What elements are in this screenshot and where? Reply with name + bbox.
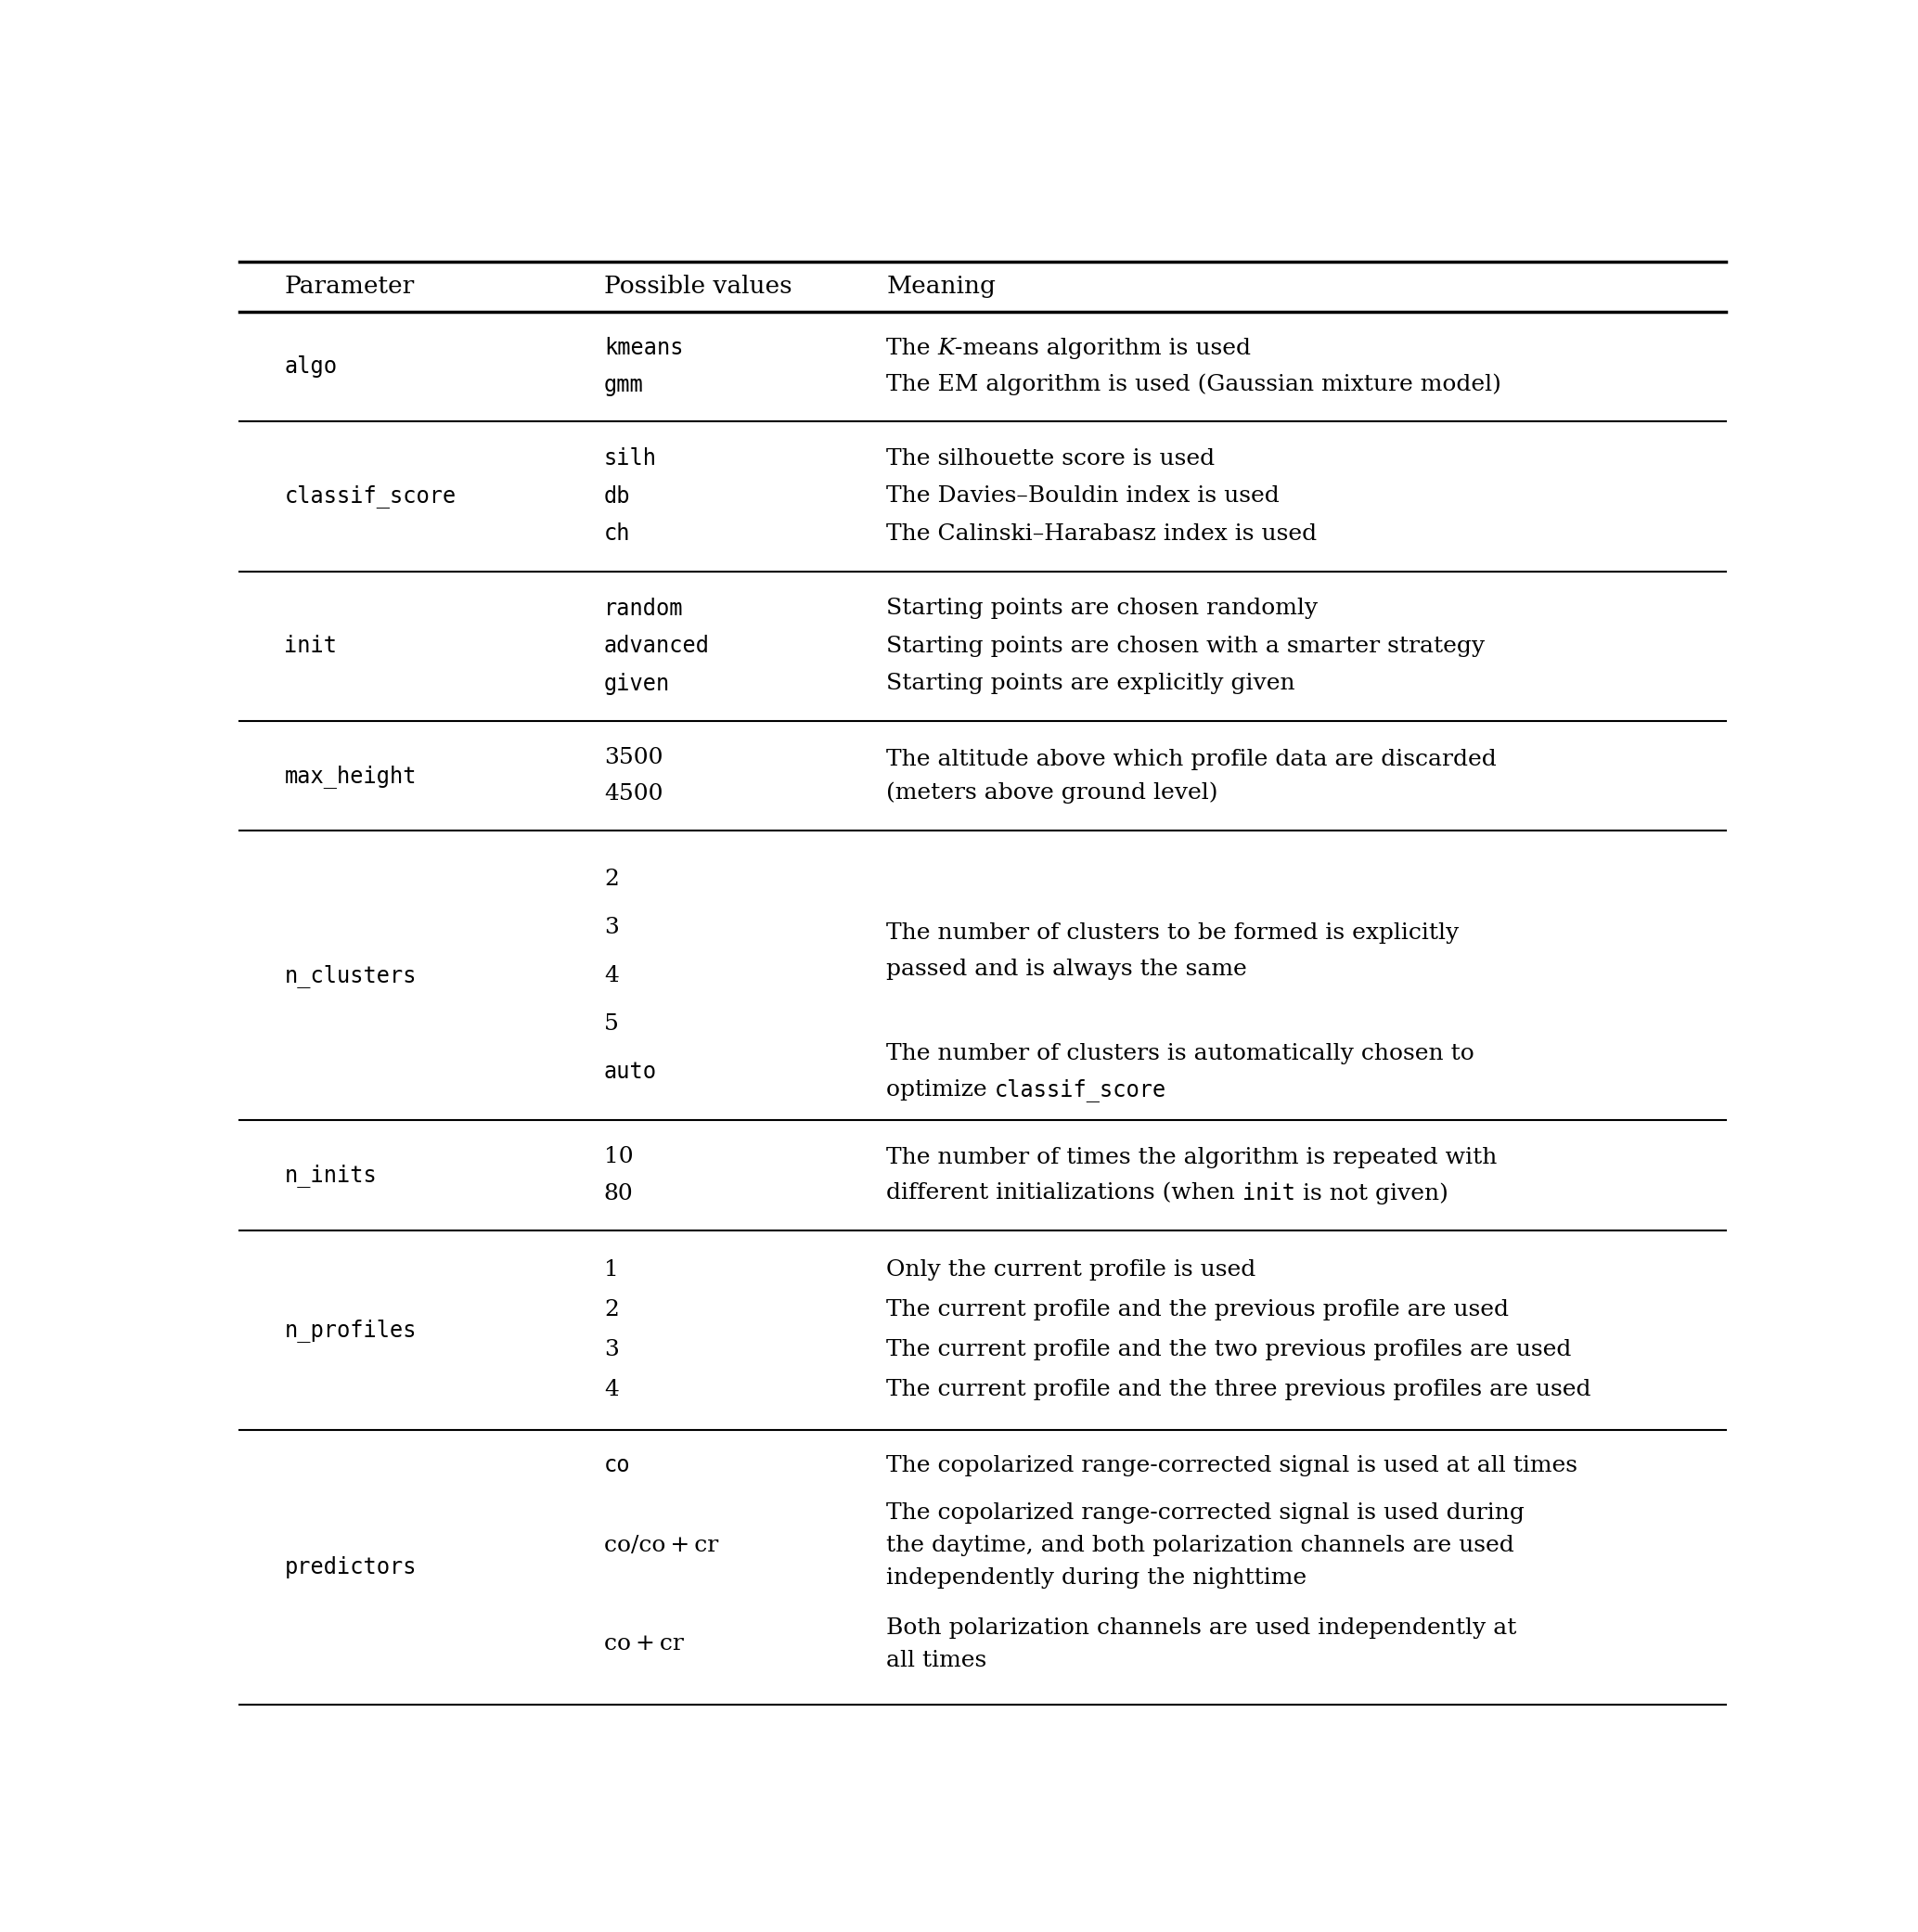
Text: The copolarized range-corrected signal is used at all times: The copolarized range-corrected signal i… <box>886 1455 1579 1476</box>
Text: The current profile and the two previous profiles are used: The current profile and the two previous… <box>886 1339 1571 1360</box>
Text: The number of times the algorithm is repeated with: The number of times the algorithm is rep… <box>886 1148 1498 1169</box>
Text: passed and is always the same: passed and is always the same <box>886 958 1247 980</box>
Text: Possible values: Possible values <box>604 274 792 298</box>
Text: max_height: max_height <box>284 765 416 788</box>
Text: 4500: 4500 <box>604 784 664 806</box>
Text: The number of clusters is automatically chosen to: The number of clusters is automatically … <box>886 1043 1475 1065</box>
Text: co + cr: co + cr <box>604 1634 683 1656</box>
Text: -means algorithm is used: -means algorithm is used <box>955 338 1251 359</box>
Text: 3: 3 <box>604 1339 620 1360</box>
Text: kmeans: kmeans <box>604 336 683 359</box>
Text: 3500: 3500 <box>604 748 664 769</box>
Text: advanced: advanced <box>604 636 710 657</box>
Text: 4: 4 <box>604 1379 620 1401</box>
Text: random: random <box>604 597 683 620</box>
Text: optimize: optimize <box>886 1080 995 1101</box>
Text: Both polarization channels are used independently at: Both polarization channels are used inde… <box>886 1617 1517 1638</box>
Text: The Davies–Bouldin index is used: The Davies–Bouldin index is used <box>886 485 1279 506</box>
Text: 4: 4 <box>604 964 620 985</box>
Text: The number of clusters to be formed is explicitly: The number of clusters to be formed is e… <box>886 923 1460 945</box>
Text: The altitude above which profile data are discarded: The altitude above which profile data ar… <box>886 750 1496 771</box>
Text: K: K <box>938 338 955 359</box>
Text: 2: 2 <box>604 867 620 891</box>
Text: init: init <box>284 636 338 657</box>
Text: 5: 5 <box>604 1012 620 1034</box>
Text: 80: 80 <box>604 1182 633 1204</box>
Text: given: given <box>604 672 669 696</box>
Text: algo: algo <box>284 355 338 377</box>
Text: The EM algorithm is used (Gaussian mixture model): The EM algorithm is used (Gaussian mixtu… <box>886 373 1502 396</box>
Text: (meters above ground level): (meters above ground level) <box>886 781 1218 804</box>
Text: The silhouette score is used: The silhouette score is used <box>886 448 1214 469</box>
Text: all times: all times <box>886 1650 986 1671</box>
Text: is not given): is not given) <box>1295 1182 1448 1204</box>
Text: different initializations (when: different initializations (when <box>886 1182 1243 1204</box>
Text: The current profile and the three previous profiles are used: The current profile and the three previo… <box>886 1379 1592 1401</box>
Text: The: The <box>886 338 938 359</box>
Text: predictors: predictors <box>284 1555 416 1578</box>
Text: Meaning: Meaning <box>886 274 995 298</box>
Text: 10: 10 <box>604 1146 633 1167</box>
Text: Only the current profile is used: Only the current profile is used <box>886 1260 1256 1281</box>
Text: gmm: gmm <box>604 373 644 396</box>
Text: The current profile and the previous profile are used: The current profile and the previous pro… <box>886 1300 1509 1321</box>
Text: Starting points are chosen with a smarter strategy: Starting points are chosen with a smarte… <box>886 636 1485 657</box>
Text: n_inits: n_inits <box>284 1163 378 1186</box>
Text: the daytime, and both polarization channels are used: the daytime, and both polarization chann… <box>886 1534 1515 1555</box>
Text: ch: ch <box>604 522 631 545</box>
Text: co/co + cr: co/co + cr <box>604 1534 719 1555</box>
Text: Starting points are chosen randomly: Starting points are chosen randomly <box>886 597 1318 620</box>
Text: co: co <box>604 1455 631 1476</box>
Text: independently during the nighttime: independently during the nighttime <box>886 1567 1306 1588</box>
Text: n_clusters: n_clusters <box>284 964 416 987</box>
Text: classif_score: classif_score <box>995 1078 1166 1101</box>
Text: db: db <box>604 485 631 508</box>
Text: n_profiles: n_profiles <box>284 1318 416 1341</box>
Text: auto: auto <box>604 1061 656 1084</box>
Text: The copolarized range-corrected signal is used during: The copolarized range-corrected signal i… <box>886 1501 1525 1522</box>
Text: init: init <box>1243 1182 1295 1204</box>
Text: silh: silh <box>604 448 656 469</box>
Text: Starting points are explicitly given: Starting points are explicitly given <box>886 672 1295 694</box>
Text: 1: 1 <box>604 1260 618 1281</box>
Text: 2: 2 <box>604 1300 620 1321</box>
Text: Parameter: Parameter <box>284 274 414 298</box>
Text: classif_score: classif_score <box>284 485 456 508</box>
Text: The Calinski–Harabasz index is used: The Calinski–Harabasz index is used <box>886 524 1318 545</box>
Text: 3: 3 <box>604 916 620 939</box>
